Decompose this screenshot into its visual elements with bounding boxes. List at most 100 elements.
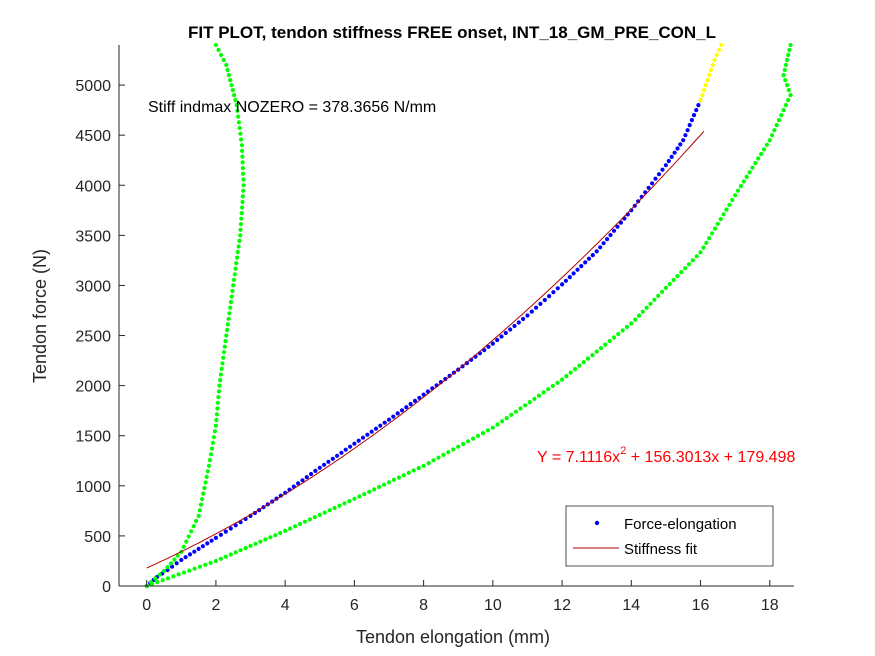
data-point <box>417 395 422 400</box>
data-point <box>223 529 228 534</box>
data-point <box>598 346 604 351</box>
data-point <box>209 538 214 543</box>
data-point <box>243 546 248 551</box>
data-point <box>683 133 688 138</box>
data-point <box>312 515 317 520</box>
data-point <box>263 537 268 542</box>
data-point <box>373 426 379 431</box>
data-point <box>767 138 772 143</box>
data-point <box>690 258 695 263</box>
x-axis-label: Tendon elongation (mm) <box>356 627 550 647</box>
data-point <box>585 356 591 361</box>
data-point <box>761 147 767 152</box>
data-point <box>228 300 233 305</box>
data-point <box>636 313 642 318</box>
data-point <box>451 447 456 452</box>
data-point <box>304 475 309 480</box>
data-point <box>764 142 770 147</box>
data-point <box>342 501 347 506</box>
data-point <box>629 208 634 213</box>
data-point <box>605 237 610 242</box>
data-point <box>700 93 705 98</box>
data-point <box>710 231 715 236</box>
data-point <box>598 245 603 250</box>
data-point <box>386 417 392 422</box>
data-point <box>503 330 508 336</box>
data-point <box>317 512 322 518</box>
data-point <box>239 216 244 221</box>
data-point <box>300 478 305 483</box>
data-point <box>441 452 446 457</box>
data-point <box>181 544 186 549</box>
data-point <box>464 361 469 366</box>
data-point <box>581 360 586 365</box>
data-point <box>365 432 370 437</box>
y-tick-label: 1500 <box>75 429 111 446</box>
data-point <box>774 123 779 128</box>
data-point <box>551 290 556 295</box>
y-tick-label: 4000 <box>75 178 111 195</box>
data-point <box>620 328 625 333</box>
data-point <box>675 274 680 279</box>
data-point <box>594 249 599 254</box>
x-tick-label: 12 <box>553 597 571 614</box>
data-point <box>667 281 672 287</box>
data-point <box>189 529 194 534</box>
y-tick-label: 4500 <box>75 128 111 145</box>
data-point <box>219 366 224 371</box>
data-point <box>217 383 222 388</box>
data-point <box>205 541 210 546</box>
data-point <box>406 470 411 475</box>
data-point <box>555 286 560 291</box>
data-point <box>485 428 490 433</box>
data-point <box>705 78 710 83</box>
data-point <box>360 435 366 440</box>
data-point <box>426 461 431 466</box>
data-point <box>335 453 340 458</box>
data-point <box>542 297 547 303</box>
data-point <box>666 158 671 164</box>
data-point <box>181 570 187 575</box>
data-point <box>718 217 723 222</box>
data-point <box>197 564 202 569</box>
data-point <box>782 67 787 73</box>
data-point <box>224 62 229 68</box>
y-tick-label: 3500 <box>75 228 111 245</box>
data-point <box>509 412 514 417</box>
data-point <box>218 372 223 377</box>
data-point <box>225 327 230 333</box>
data-point <box>567 275 572 280</box>
data-point <box>523 403 528 408</box>
data-point <box>238 233 243 238</box>
data-point <box>377 484 382 490</box>
data-point <box>756 156 761 161</box>
data-point <box>228 552 233 557</box>
data-point <box>362 492 367 497</box>
data-point <box>521 316 526 322</box>
data-point <box>168 561 173 566</box>
fit-equation-prefix: Y = 7.1116x <box>537 449 620 466</box>
data-point <box>236 114 241 119</box>
legend-marker-force-elongation <box>594 520 600 526</box>
data-point <box>781 73 786 78</box>
data-point <box>235 249 240 255</box>
data-point <box>747 170 752 175</box>
data-point <box>213 535 218 541</box>
data-point <box>608 232 613 238</box>
data-point <box>396 475 401 480</box>
data-point <box>391 414 396 419</box>
data-point <box>309 471 314 477</box>
data-point <box>203 480 208 485</box>
data-point <box>382 482 387 487</box>
data-point <box>339 450 344 455</box>
data-point <box>330 456 335 461</box>
data-point <box>577 363 582 368</box>
data-point <box>499 334 504 339</box>
data-point <box>475 433 481 438</box>
data-point <box>783 62 789 68</box>
data-point <box>332 505 337 511</box>
y-ticks: 0 500 1000 1500 2000 2500 3000 3500 4000 4500 5000 <box>75 78 125 596</box>
x-tick-label: 14 <box>622 597 640 614</box>
data-point <box>239 211 244 216</box>
